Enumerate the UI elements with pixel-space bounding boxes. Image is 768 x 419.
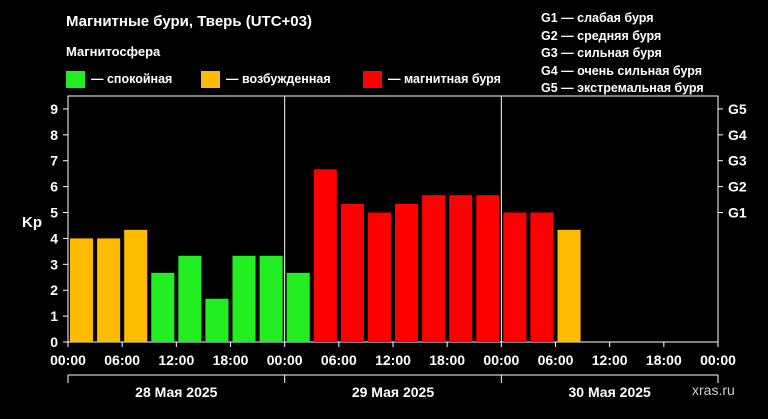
g-tick-label: G5 [728, 101, 747, 117]
g-level-4: G4 — очень сильная буря [541, 63, 702, 78]
legend-swatch-storm [363, 70, 382, 88]
g-tick-label: G3 [728, 153, 747, 169]
y-tick-label: 6 [50, 179, 58, 195]
day-label: 28 Мая 2025 [135, 384, 217, 400]
y-tick-label: 0 [50, 334, 58, 350]
kp-bar [449, 195, 473, 342]
legend-label-storm: — магнитная буря [388, 72, 501, 86]
legend-swatch-active [201, 70, 220, 88]
y-tick-label: 7 [50, 153, 58, 169]
y-tick-label: 5 [50, 205, 58, 221]
legend-item-quiet: — спокойная [66, 70, 172, 88]
g-level-list: G1 — слабая буря G2 — средняя буря G3 — … [541, 10, 704, 98]
legend-item-active: — возбужденная [201, 70, 331, 88]
magnetosphere-title: Магнитосфера [66, 44, 161, 59]
kp-bar [503, 212, 527, 342]
kp-bar [286, 272, 310, 342]
y-tick-label: 8 [50, 127, 58, 143]
chart-title: Магнитные бури, Тверь (UTC+03) [66, 13, 312, 30]
g-tick-label: G4 [728, 127, 747, 143]
g-tick-label: G1 [728, 205, 747, 221]
legend-swatch-quiet [66, 70, 85, 88]
kp-bar [205, 298, 229, 342]
legend-item-storm: — магнитная буря [363, 70, 501, 88]
kp-bar [70, 238, 94, 342]
g-tick-label: G2 [728, 179, 747, 195]
kp-bar [178, 255, 202, 342]
kp-bar [340, 203, 364, 342]
g-level-2: G2 — средняя буря [541, 28, 662, 43]
x-tick-label: 18:00 [646, 352, 682, 368]
g-level-3: G3 — сильная буря [541, 46, 662, 61]
y-tick-label: 4 [50, 230, 58, 246]
y-tick-label: 9 [50, 101, 58, 117]
x-tick-label: 12:00 [375, 352, 411, 368]
kp-bar [97, 238, 121, 342]
kp-bar [367, 212, 391, 342]
x-tick-label: 18:00 [213, 352, 249, 368]
g-level-1: G1 — слабая буря [541, 11, 654, 25]
kp-bar [124, 229, 148, 342]
y-tick-label: 2 [50, 282, 58, 298]
legend-label-active: — возбужденная [226, 72, 331, 86]
kp-bar [232, 255, 256, 342]
g-level-5: G5 — экстремальная буря [541, 81, 704, 96]
x-tick-label: 12:00 [592, 352, 628, 368]
x-tick-label: 06:00 [321, 352, 357, 368]
kp-bar [422, 195, 446, 342]
x-tick-label: 00:00 [50, 352, 86, 368]
x-tick-label: 00:00 [267, 352, 303, 368]
kp-bar [530, 212, 554, 342]
x-tick-label: 12:00 [158, 352, 194, 368]
legend-label-quiet: — спокойная [91, 72, 173, 86]
y-tick-label: 1 [50, 308, 58, 324]
x-tick-label: 06:00 [538, 352, 574, 368]
kp-bar [395, 203, 419, 342]
kp-bar [259, 255, 283, 342]
kp-bar [557, 229, 581, 342]
day-label: 30 Мая 2025 [569, 384, 651, 400]
y-axis-label: Kp [22, 214, 42, 231]
kp-bar [313, 169, 337, 342]
watermark: xras.ru [692, 382, 735, 398]
day-label: 29 Мая 2025 [352, 384, 434, 400]
kp-bar [151, 272, 175, 342]
kp-bar [476, 195, 500, 342]
y-tick-label: 3 [50, 256, 58, 272]
x-tick-label: 00:00 [483, 352, 519, 368]
x-tick-label: 18:00 [429, 352, 465, 368]
x-tick-label: 06:00 [104, 352, 140, 368]
x-tick-label: 00:00 [700, 352, 736, 368]
